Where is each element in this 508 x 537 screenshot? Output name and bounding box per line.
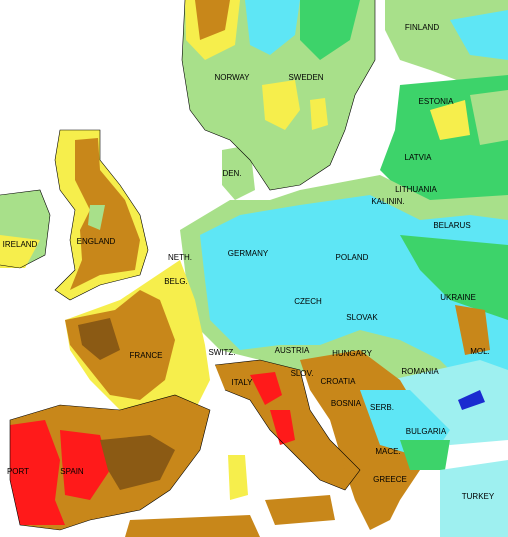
country-label: AUSTRIA (275, 346, 310, 355)
region (60, 430, 110, 500)
region (245, 0, 300, 55)
region (250, 372, 282, 405)
region (70, 138, 140, 290)
country-label: GERMANY (228, 249, 269, 258)
country-label: ENGLAND (77, 237, 116, 246)
region (458, 390, 485, 410)
region (270, 410, 295, 445)
country-label: KALININ. (371, 197, 404, 206)
country-label: SWEDEN (288, 73, 323, 82)
country-label: SLOV. (291, 369, 314, 378)
region (222, 145, 255, 200)
region (430, 100, 470, 140)
country-label: BELG. (164, 277, 188, 286)
region (125, 515, 260, 537)
country-label: IRELAND (3, 240, 38, 249)
region (310, 98, 328, 130)
country-label: DEN. (222, 169, 241, 178)
country-label: CZECH (294, 297, 322, 306)
country-label: FINLAND (405, 23, 439, 32)
country-label: MACE. (375, 447, 400, 456)
country-label: ESTONIA (419, 97, 455, 106)
country-label: POLAND (336, 253, 369, 262)
country-label: SERB. (370, 403, 394, 412)
country-label: PORT (7, 467, 29, 476)
region (78, 318, 120, 360)
region (265, 495, 335, 525)
region (300, 0, 360, 60)
region (100, 435, 175, 490)
coastlines (0, 0, 376, 531)
country-label: BELARUS (433, 221, 470, 230)
country-label: ITALY (231, 378, 253, 387)
country-label: FRANCE (130, 351, 163, 360)
region (450, 10, 508, 60)
country-label: ROMANIA (401, 367, 439, 376)
region (400, 235, 508, 320)
country-label: LITHUANIA (395, 185, 437, 194)
region (400, 440, 450, 470)
country-label: MOL. (470, 347, 490, 356)
region (0, 235, 40, 268)
region (262, 80, 300, 130)
region (440, 460, 508, 537)
region (455, 305, 490, 355)
country-label: HUNGARY (332, 349, 373, 358)
country-label: GREECE (373, 475, 407, 484)
region (65, 290, 175, 400)
region (88, 205, 105, 230)
country-label: SWITZ. (208, 348, 235, 357)
region (228, 455, 248, 500)
country-labels: FINLAND NORWAY SWEDEN ESTONIA LATVIA DEN. LITH… (3, 23, 495, 501)
region (10, 420, 65, 525)
country-label: NORWAY (215, 73, 251, 82)
country-label: BULGARIA (406, 427, 447, 436)
country-label: BOSNIA (331, 399, 362, 408)
country-label: NETH. (168, 253, 192, 262)
country-label: UKRAINE (440, 293, 476, 302)
country-label: LATVIA (405, 153, 433, 162)
region (195, 0, 230, 40)
country-label: SLOVAK (346, 313, 378, 322)
region (470, 90, 508, 145)
country-label: TURKEY (462, 492, 495, 501)
country-label: CROATIA (321, 377, 357, 386)
country-label: SPAIN (60, 467, 84, 476)
